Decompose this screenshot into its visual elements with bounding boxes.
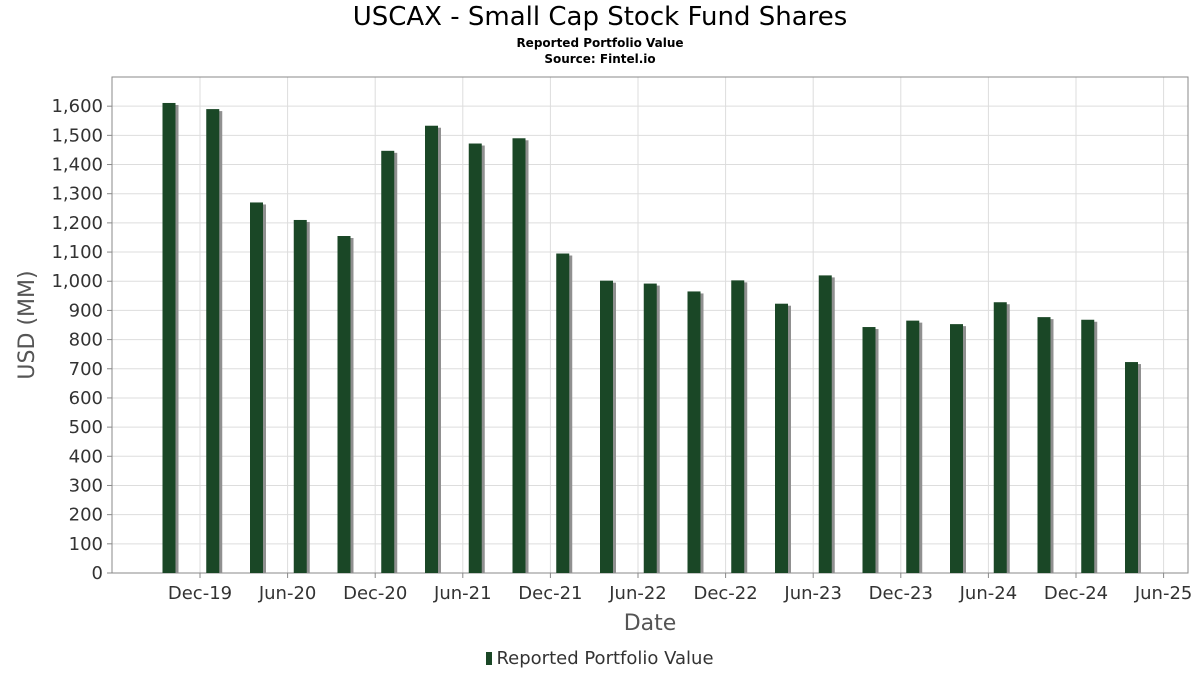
y-axis-label: USD (MM) [15,270,40,379]
bar [906,320,920,573]
bar [512,138,526,574]
bar [162,102,176,574]
chart-source: Source: Fintel.io [544,52,656,66]
bar [556,253,570,574]
y-tick-label: 600 [69,388,103,409]
bar [993,302,1007,573]
y-tick-label: 800 [69,330,103,351]
legend-swatch [486,652,493,665]
y-tick-label: 1,100 [51,242,103,263]
y-tick-label: 1,000 [51,271,103,292]
bar [250,202,263,574]
x-tick-label: Jun-20 [258,583,317,604]
y-tick-label: 1,400 [51,155,103,176]
bar [775,303,788,573]
legend: Reported Portfolio Value [0,648,1200,669]
bar [425,125,438,574]
bar [468,143,482,574]
y-tick-label: 0 [92,563,103,584]
x-tick-label: Dec-22 [693,583,757,604]
x-tick-label: Dec-19 [168,583,232,604]
chart-subtitle: Reported Portfolio Value [516,36,684,50]
y-tick-label: 400 [69,446,103,467]
bar [731,280,745,573]
x-tick-label: Dec-24 [1044,583,1108,604]
x-tick-label: Jun-23 [783,583,842,604]
x-tick-label: Jun-25 [1134,583,1193,604]
y-tick-label: 1,300 [51,184,103,205]
chart-title: USCAX - Small Cap Stock Fund Shares [352,2,848,32]
y-tick-label: 200 [69,505,103,526]
y-tick-label: 100 [69,534,103,555]
x-tick-label: Dec-21 [518,583,582,604]
bar [862,327,876,573]
x-tick-label: Jun-24 [959,583,1018,604]
y-tick-label: 700 [69,359,103,380]
y-tick-label: 1,200 [51,213,103,234]
y-tick-label: 1,500 [51,125,103,146]
bar [293,219,307,573]
bar [643,283,657,573]
x-tick-label: Jun-21 [433,583,492,604]
bar [950,324,963,573]
x-axis-label: Date [624,611,677,636]
bar [381,150,395,573]
bar [600,280,613,573]
bar [1125,362,1138,573]
bar [687,291,701,573]
y-tick-label: 500 [69,417,103,438]
x-tick-label: Jun-22 [608,583,667,604]
bar [1081,319,1095,573]
legend-label: Reported Portfolio Value [496,648,714,669]
bar [206,109,220,573]
y-tick-label: 1,600 [51,96,103,117]
y-tick-label: 300 [69,475,103,496]
x-tick-label: Dec-23 [869,583,933,604]
bar [818,275,832,573]
y-tick-label: 900 [69,300,103,321]
x-tick-label: Dec-20 [343,583,407,604]
bar [1037,317,1051,573]
bar [337,236,351,573]
